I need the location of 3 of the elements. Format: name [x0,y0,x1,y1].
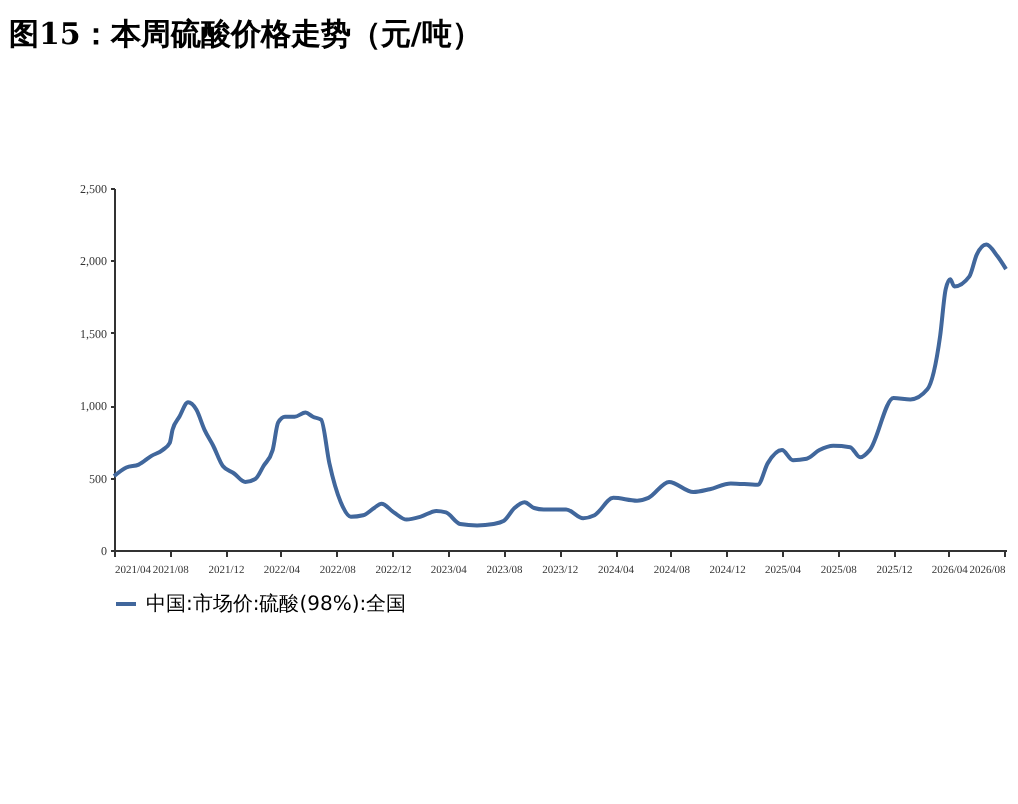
legend-label: 中国:市场价:硫酸(98%):全国 [146,592,407,616]
chart-title: 图15：本周硫酸价格走势（元/吨） [9,16,482,52]
line-series [112,242,1008,528]
